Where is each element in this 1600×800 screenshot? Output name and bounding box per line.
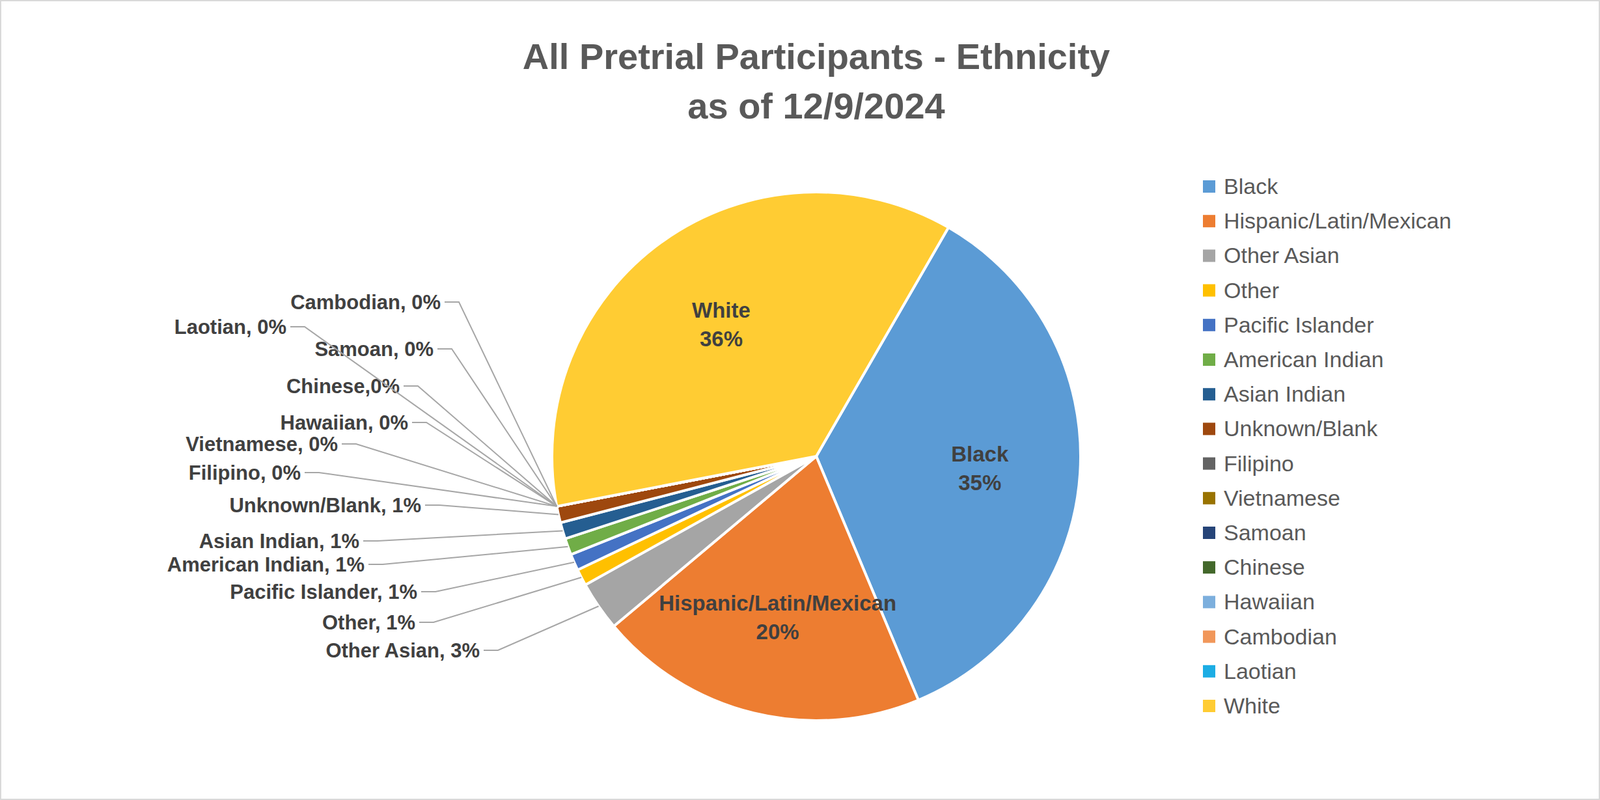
data-label-value: 36% (699, 326, 743, 351)
legend-swatch (1202, 180, 1216, 193)
legend-swatch (1202, 630, 1216, 644)
legend-label: Asian Indian (1223, 381, 1346, 407)
title: All Pretrial Participants - Ethnicity (522, 35, 1110, 77)
legend-swatch (1202, 561, 1216, 574)
legend-label: Cambodian (1223, 624, 1338, 649)
legend-swatch (1202, 699, 1216, 713)
legend-swatch (1202, 492, 1216, 505)
background (0, 0, 1600, 800)
data-label-name: Hispanic/Latin/Mexican (658, 591, 897, 616)
legend-swatch (1202, 526, 1216, 539)
legend-label: White (1223, 693, 1281, 718)
slices (551, 192, 1081, 721)
data-label-name: Black (951, 441, 1009, 467)
leader-line (421, 562, 575, 592)
legend-label: Vietnamese (1223, 485, 1341, 511)
leader-line (341, 443, 557, 507)
leader-line (290, 326, 557, 507)
legend-label: American Indian (1223, 346, 1384, 372)
legend-swatch (1202, 318, 1216, 332)
data-label: Cambodian, 0% (290, 290, 441, 314)
leader-line (368, 546, 568, 565)
data-labels: Black 35% Hispanic/Latin/Mexican 20% Other A… (167, 290, 1009, 663)
data-label: Other, 1% (322, 611, 416, 635)
data-label: Hawaiian, 0% (280, 411, 409, 435)
legend-label: Chinese (1223, 554, 1306, 580)
leader-line (412, 422, 557, 507)
legend-label: Pacific Islander (1223, 312, 1375, 338)
legend-swatch (1202, 422, 1216, 435)
data-label: Filipino, 0% (188, 461, 301, 485)
legend-label: Hispanic/Latin/Mexican (1223, 208, 1452, 234)
leader-line (425, 505, 559, 515)
chart-wrap: All Pretrial Participants - Ethnicity as … (0, 0, 1600, 800)
data-label: Pacific Islander, 1% (229, 580, 418, 604)
legend-label: Laotian (1223, 658, 1297, 684)
data-label: Asian Indian, 1% (199, 529, 360, 553)
legend-label: Samoan (1223, 520, 1307, 545)
data-label: Samoan, 0% (314, 337, 434, 361)
legend-label: Other (1223, 277, 1280, 303)
leader-line (444, 302, 557, 507)
leader-line (403, 386, 557, 507)
legend-label: Black (1223, 173, 1279, 199)
legend-label: Hawaiian (1223, 589, 1315, 614)
data-label-value: 20% (756, 619, 800, 644)
leader-line (483, 606, 599, 651)
legend: Black Hispanic/Latin/Mexican Other Asian Ot… (1202, 173, 1452, 718)
data-label: Unknown/Blank, 1% (229, 494, 422, 517)
legend-swatch (1202, 595, 1216, 608)
data-label: Laotian, 0% (174, 315, 287, 339)
data-label: Other Asian, 3% (325, 639, 480, 663)
legend-swatch (1202, 665, 1216, 678)
pie-slice (551, 192, 949, 507)
legend-swatch (1202, 249, 1216, 262)
legend-label: Other Asian (1223, 242, 1340, 268)
legend-swatch (1202, 387, 1216, 401)
data-label: Vietnamese, 0% (185, 432, 338, 456)
data-label: American Indian, 1% (167, 553, 365, 577)
leader-line (304, 472, 557, 507)
leader-line (363, 530, 563, 541)
leader-line (419, 577, 582, 623)
legend-swatch (1202, 284, 1216, 297)
data-label-name: White (691, 298, 751, 323)
chart: All Pretrial Participants - Ethnicity as … (0, 0, 1600, 800)
subtitle: as of 12/9/2024 (687, 85, 945, 127)
legend-label: Unknown/Blank (1223, 415, 1379, 441)
legend-swatch (1202, 353, 1216, 366)
data-label: Chinese,0% (286, 374, 400, 398)
legend-swatch (1202, 457, 1216, 470)
data-label-value: 35% (958, 470, 1002, 495)
leader-line (437, 348, 557, 507)
legend-label: Filipino (1223, 451, 1295, 476)
legend-swatch (1202, 214, 1216, 228)
